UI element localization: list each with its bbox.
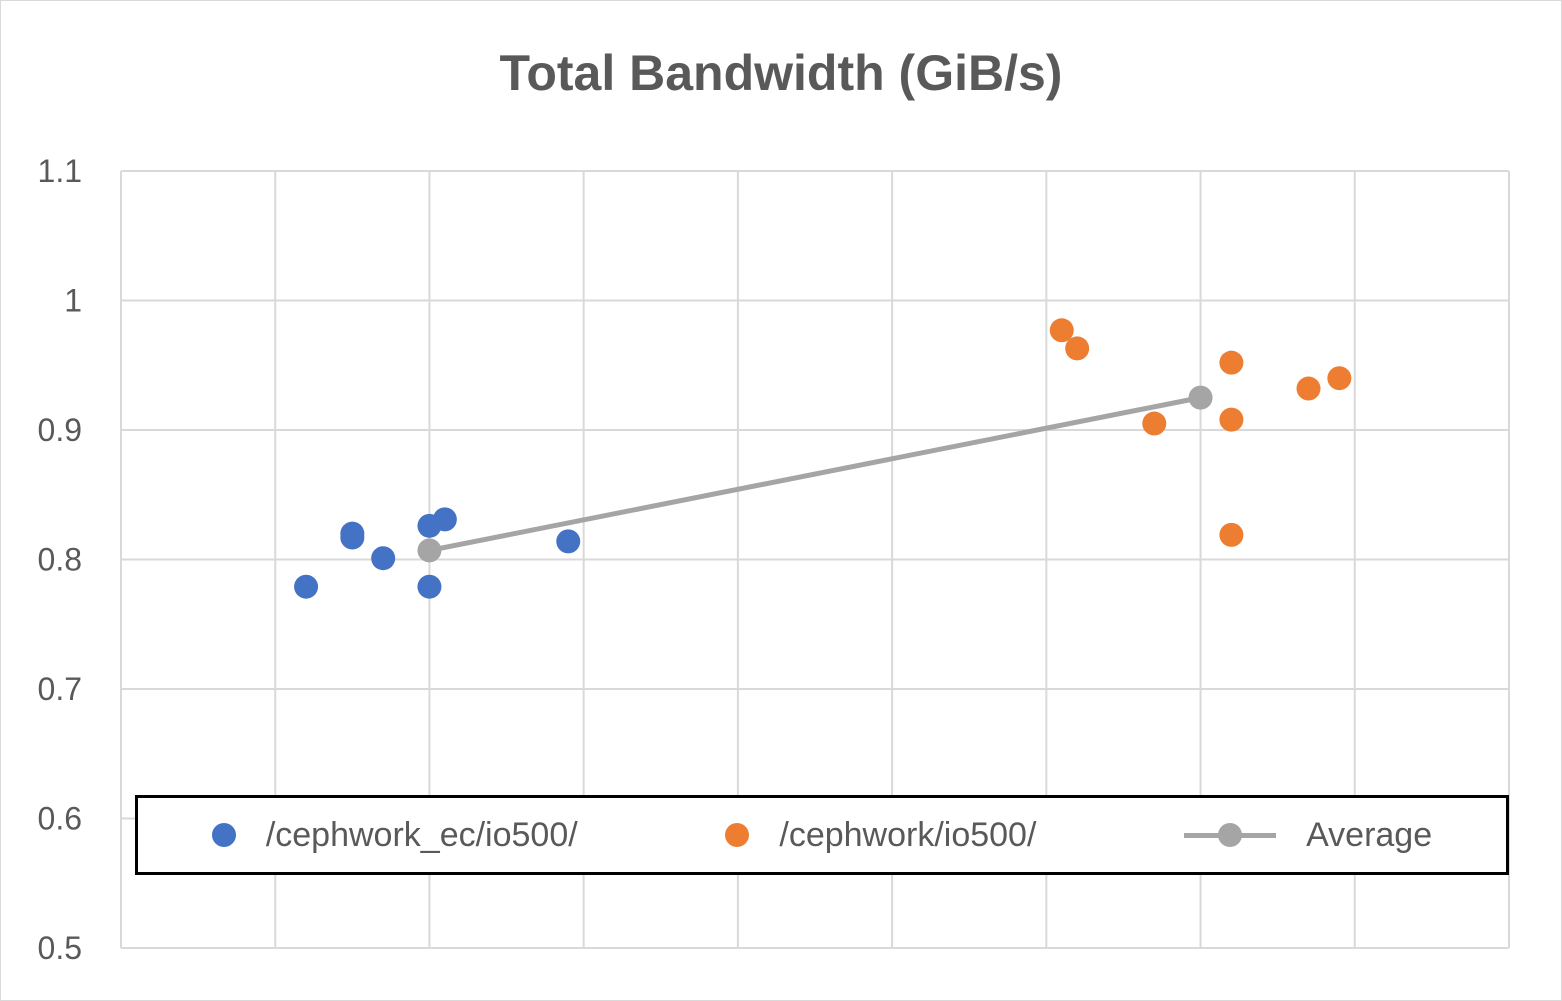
legend-marker-cephwork <box>725 823 750 847</box>
y-tick-label: 0.7 <box>38 671 82 707</box>
data-point-average <box>417 538 442 563</box>
data-point-cephwork <box>1065 336 1090 361</box>
legend-marker-average <box>1184 823 1277 847</box>
legend-item-average: Average <box>1184 816 1432 855</box>
data-point-cephwork <box>1142 411 1167 436</box>
series-line-average <box>428 395 1202 553</box>
legend: /cephwork_ec/io500/ /cephwork/io500/ Ave… <box>135 795 1509 875</box>
legend-marker-ec <box>211 823 236 847</box>
data-point-cephwork-ec <box>432 507 457 532</box>
y-tick-label: 0.5 <box>38 930 82 966</box>
data-point-cephwork-ec <box>417 574 442 599</box>
data-point-cephwork-ec <box>294 574 319 599</box>
legend-label-ec: /cephwork_ec/io500/ <box>265 815 578 854</box>
data-point-average <box>1188 385 1213 410</box>
legend-item-ec: /cephwork_ec/io500/ <box>211 815 578 855</box>
data-point-cephwork <box>1049 318 1074 343</box>
data-point-cephwork <box>1219 522 1244 547</box>
legend-label-cephwork: /cephwork/io500/ <box>779 815 1037 854</box>
data-point-cephwork-ec <box>371 546 396 571</box>
y-tick-label: 1 <box>64 283 82 319</box>
data-point-cephwork-ec <box>340 525 365 550</box>
legend-item-cephwork: /cephwork/io500/ <box>725 816 1036 855</box>
legend-label-average: Average <box>1306 815 1433 854</box>
data-point-cephwork <box>1219 350 1244 375</box>
y-tick-label: 0.6 <box>38 801 82 837</box>
data-point-cephwork <box>1219 407 1244 432</box>
chart-title: Total Bandwidth (GiB/s) <box>499 45 1063 101</box>
data-point-cephwork <box>1327 366 1352 391</box>
data-point-cephwork <box>1296 376 1321 401</box>
y-tick-label: 1.1 <box>38 153 82 189</box>
data-point-cephwork-ec <box>556 529 581 554</box>
y-tick-label: 0.9 <box>38 412 82 448</box>
y-tick-label: 0.8 <box>38 542 82 578</box>
